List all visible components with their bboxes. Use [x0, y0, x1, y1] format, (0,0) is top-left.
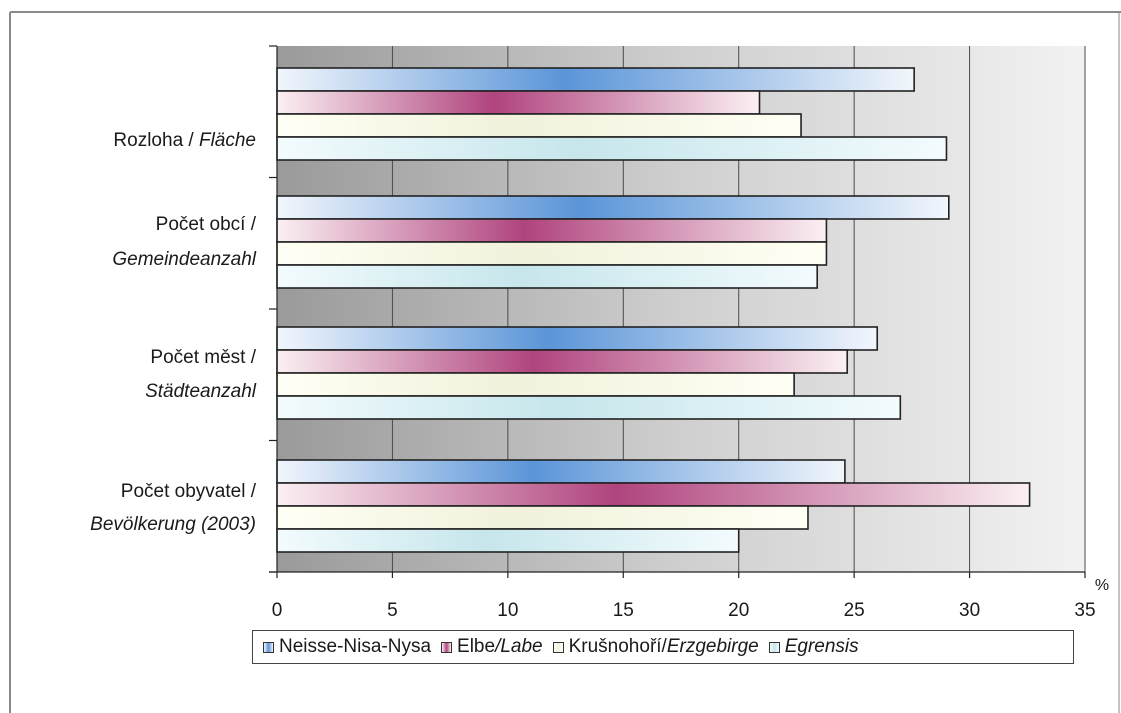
bar: [276, 349, 849, 374]
category-label: Počet obcí /: [156, 214, 257, 235]
category-label: Počet obyvatel /: [121, 481, 257, 502]
legend-label: Elbe/Labe: [457, 636, 543, 657]
legend-swatch: [441, 641, 453, 653]
bar: [276, 459, 846, 484]
bar: [276, 241, 828, 266]
category-label-line2: Bevölkerung (2003): [90, 514, 256, 535]
legend-item: Neisse-Nisa-Nysa: [263, 636, 431, 658]
bar: [276, 67, 915, 92]
legend-label: Neisse-Nisa-Nysa: [279, 636, 432, 657]
x-tick-label: 30: [959, 600, 980, 621]
x-tick-label: 5: [387, 600, 398, 621]
legend-item: Krušnohoří/Erzgebirge: [552, 636, 759, 658]
x-tick-label: 25: [844, 600, 865, 621]
bar: [276, 90, 761, 115]
category-labels: Rozloha / Fläche Počet obcí / Gemeindeanza…: [90, 130, 257, 535]
x-tick-label: 15: [613, 600, 634, 621]
bar: [276, 218, 828, 243]
bar: [276, 528, 740, 553]
legend-label: Krušnohoří/Erzgebirge: [568, 636, 759, 657]
unit-label: %: [1095, 577, 1109, 594]
axes-layer: [269, 45, 1086, 578]
x-tick-label: 10: [497, 600, 518, 621]
bar: [276, 482, 1031, 507]
bar: [276, 264, 819, 289]
category-label: Rozloha / Fläche: [113, 130, 256, 151]
category-label-line2: Städteanzahl: [145, 381, 257, 402]
bars-layer: [276, 67, 1031, 553]
bar: [276, 395, 902, 420]
x-tick-label: 35: [1074, 600, 1095, 621]
bar: [276, 136, 948, 161]
legend-label: Egrensis: [784, 636, 859, 657]
bar: [276, 113, 802, 138]
bar: [276, 505, 809, 530]
category-label-line2: Gemeindeanzahl: [112, 249, 256, 270]
bar: [276, 195, 950, 220]
legend-item: Elbe/Labe: [441, 636, 543, 658]
category-label: Počet měst /: [150, 347, 256, 368]
x-tick-label: 0: [272, 600, 283, 621]
legend-item: Egrensis: [768, 636, 859, 658]
x-tick-labels: 0 5 10 15 20 25 30 35: [272, 600, 1096, 621]
bar: [276, 372, 795, 397]
bar: [276, 326, 879, 351]
legend-swatch: [263, 641, 274, 653]
legend-swatch: [768, 641, 780, 653]
legend: Neisse-Nisa-Nysa Elbe/Labe Krušnohoří/Erzg…: [252, 630, 1074, 664]
x-tick-label: 20: [728, 600, 749, 621]
legend-swatch: [552, 641, 564, 653]
